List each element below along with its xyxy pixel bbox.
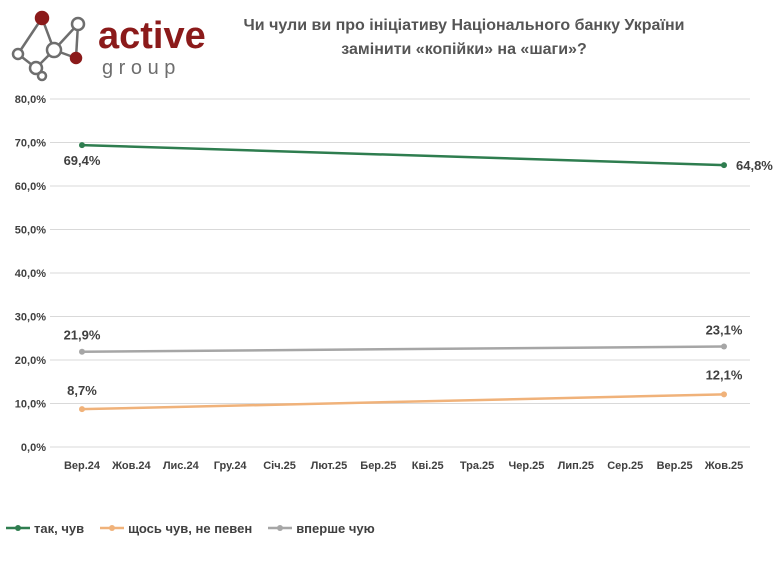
- data-label: 12,1%: [706, 367, 743, 382]
- legend-item: так, чув: [6, 521, 84, 536]
- legend-swatch: [100, 525, 125, 531]
- series-lines: [79, 142, 727, 413]
- data-labels: 69,4% 64,8% 8,7% 12,1% 21,9% 23,1%: [64, 153, 774, 398]
- y-tick-label: 0,0%: [21, 442, 46, 454]
- y-tick-label: 10,0%: [15, 399, 46, 411]
- legend-swatch: [268, 525, 293, 531]
- y-tick-label: 40,0%: [15, 268, 46, 280]
- series-line: [81, 393, 725, 411]
- data-point: [721, 162, 727, 169]
- legend-item: вперше чую: [268, 521, 375, 536]
- x-tick-label: Лип.25: [558, 460, 594, 472]
- x-tick-label: Чер.25: [509, 460, 545, 472]
- data-label: 21,9%: [64, 328, 101, 343]
- brand-name: active: [98, 15, 206, 57]
- x-tick-label: Гру.24: [214, 460, 248, 472]
- y-tick-label: 50,0%: [15, 225, 46, 237]
- data-point: [79, 406, 85, 413]
- data-label: 23,1%: [706, 323, 743, 338]
- y-tick-label: 70,0%: [15, 138, 46, 150]
- series-line: [81, 143, 725, 167]
- x-tick-label: Жов.24: [111, 460, 151, 472]
- x-tick-label: Тра.25: [460, 460, 494, 472]
- active-group-logo: active g r o u p: [11, 10, 206, 82]
- y-tick-label: 30,0%: [15, 312, 46, 324]
- y-tick-label: 60,0%: [15, 181, 46, 193]
- data-label: 64,8%: [736, 158, 773, 173]
- gridlines: [50, 98, 750, 448]
- legend-label: вперше чую: [296, 520, 375, 536]
- y-tick-label: 20,0%: [15, 355, 46, 367]
- network-icon: [11, 10, 86, 82]
- legend-label: щось чув, не певен: [128, 520, 253, 536]
- x-tick-label: Вер.25: [657, 460, 693, 472]
- x-tick-label: Сер.25: [607, 460, 643, 472]
- legend-label: так, чув: [34, 520, 85, 536]
- x-tick-label: Лис.24: [163, 460, 200, 472]
- x-tick-label: Лют.25: [311, 460, 348, 472]
- x-axis-ticks: Вер.24 Жов.24 Лис.24 Гру.24 Січ.25 Лют.25 Бер.…: [64, 460, 743, 472]
- data-point: [721, 343, 727, 350]
- brand-sub: g r o u p: [102, 57, 175, 79]
- data-point: [79, 348, 85, 355]
- x-tick-label: Жов.25: [704, 460, 744, 472]
- data-point: [721, 391, 727, 398]
- series-line: [81, 345, 725, 353]
- y-axis-ticks: 0,0% 10,0% 20,0% 30,0% 40,0% 50,0% 60,0% 70,0% 8…: [15, 94, 46, 454]
- y-tick-label: 80,0%: [15, 94, 46, 106]
- legend-swatch: [6, 525, 30, 531]
- x-tick-label: Бер.25: [360, 460, 396, 472]
- data-label: 69,4%: [64, 153, 101, 168]
- line-chart: 0,0% 10,0% 20,0% 30,0% 40,0% 50,0% 60,0% 70,0% 8…: [15, 94, 774, 472]
- chart-title: Чи чули ви про ініціативу Національного …: [243, 17, 685, 58]
- data-label: 8,7%: [67, 383, 97, 398]
- legend: так, чув щось чув, не певен вперше чую: [6, 518, 375, 538]
- x-tick-label: Січ.25: [263, 460, 296, 472]
- x-tick-label: Вер.24: [64, 460, 101, 472]
- data-point: [79, 142, 85, 149]
- legend-item: щось чув, не певен: [100, 521, 252, 536]
- x-tick-label: Кві.25: [412, 460, 444, 472]
